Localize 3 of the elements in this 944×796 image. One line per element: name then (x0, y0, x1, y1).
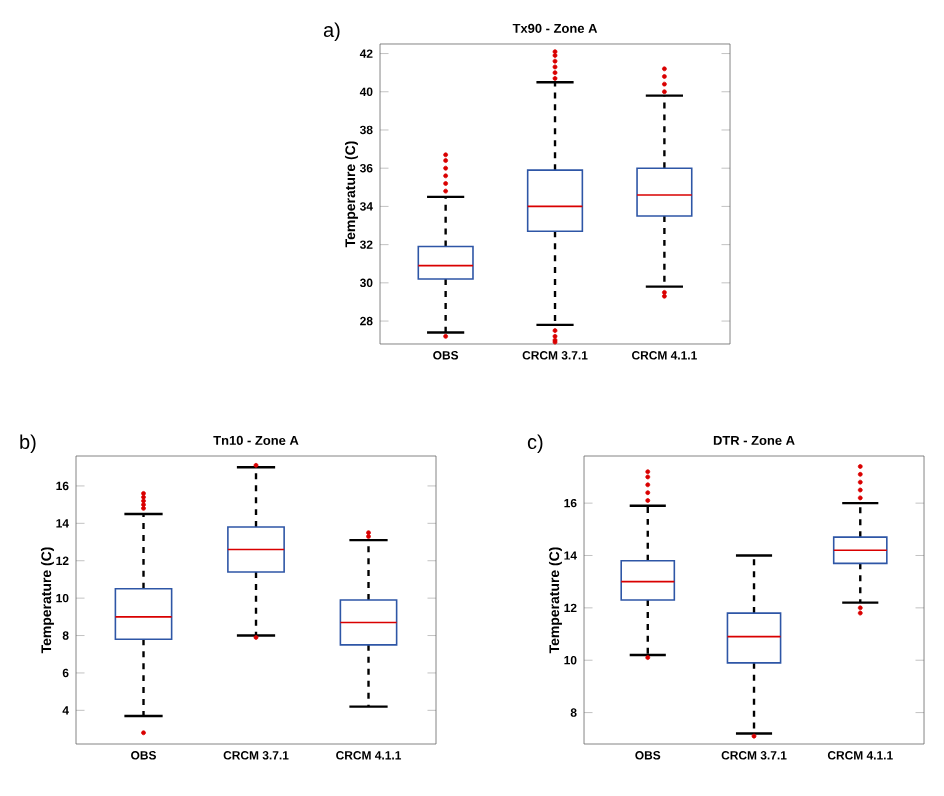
text: b) (20, 434, 36, 453)
text: a) (323, 22, 340, 41)
text: c) (527, 434, 543, 453)
